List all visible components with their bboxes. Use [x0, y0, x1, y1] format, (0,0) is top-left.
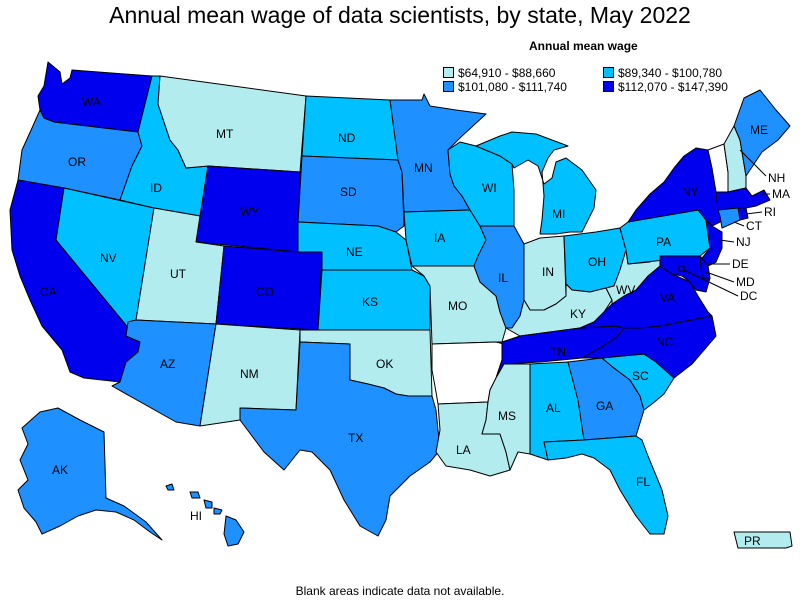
state-CT[interactable]: [717, 207, 741, 229]
label-NY: NY: [682, 185, 699, 199]
map-title: Annual mean wage of data scientists, by …: [109, 2, 691, 28]
label-RI: RI: [764, 205, 776, 219]
state-FL[interactable]: [543, 435, 669, 535]
label-WA: WA: [82, 95, 101, 109]
label-ME: ME: [750, 123, 768, 137]
legend-label-t1: $64,910 - $88,660: [458, 66, 556, 80]
label-LA: LA: [456, 443, 471, 457]
label-NE: NE: [346, 245, 363, 259]
state-AK[interactable]: [17, 407, 163, 541]
label-GA: GA: [596, 399, 613, 413]
state-DC[interactable]: [678, 265, 685, 272]
label-DC: DC: [740, 289, 758, 303]
label-MD: MD: [736, 275, 755, 289]
footnote: Blank areas indicate data not available.: [295, 584, 505, 598]
label-CA: CA: [40, 285, 57, 299]
label-FL: FL: [636, 475, 650, 489]
leader-line-CT: [733, 221, 745, 227]
state-PR[interactable]: [733, 531, 793, 549]
label-KS: KS: [362, 295, 378, 309]
label-NV: NV: [100, 251, 117, 265]
legend-swatch-t1: [443, 67, 454, 78]
legend-swatch-t2: [603, 67, 614, 78]
label-IN: IN: [542, 265, 554, 279]
label-ND: ND: [338, 131, 356, 145]
label-TN: TN: [550, 345, 566, 359]
state-CO[interactable]: [215, 245, 323, 331]
legend-item-t1: $64,910 - $88,660: [443, 66, 555, 80]
label-VA: VA: [660, 291, 675, 305]
label-PA: PA: [656, 235, 671, 249]
label-IA: IA: [434, 231, 445, 245]
legend-label-t4: $112,070 - $147,390: [618, 80, 728, 94]
state-ND[interactable]: [301, 95, 399, 161]
label-KY: KY: [570, 307, 586, 321]
state-MD[interactable]: [659, 255, 711, 293]
state-VA[interactable]: [579, 265, 713, 329]
label-MN: MN: [414, 161, 433, 175]
label-IL: IL: [498, 271, 508, 285]
label-WY: WY: [240, 205, 259, 219]
label-CO: CO: [256, 285, 274, 299]
state-ME[interactable]: [733, 89, 791, 177]
label-OH: OH: [588, 255, 606, 269]
label-ID: ID: [150, 181, 162, 195]
leader-line-RI: [745, 211, 763, 215]
label-MI: MI: [552, 207, 565, 221]
label-OK: OK: [376, 357, 393, 371]
legend-item-t2: $89,340 - $100,780: [603, 66, 722, 80]
label-SD: SD: [340, 185, 357, 199]
label-SC: SC: [632, 369, 649, 383]
leader-line-DC: [683, 269, 739, 297]
label-MA: MA: [772, 187, 790, 201]
legend-swatch-t4: [603, 81, 614, 92]
legend-item-t4: $112,070 - $147,390: [603, 80, 728, 94]
legend-title: Annual mean wage: [529, 39, 638, 53]
legend-item-t3: $101,080 - $111,740: [443, 80, 567, 94]
label-NJ: NJ: [736, 235, 751, 249]
label-OR: OR: [68, 155, 86, 169]
label-UT: UT: [170, 267, 187, 281]
label-MT: MT: [216, 127, 234, 141]
label-WV: WV: [616, 283, 635, 297]
label-NM: NM: [240, 367, 259, 381]
label-DE: DE: [732, 257, 749, 271]
label-MS: MS: [498, 409, 516, 423]
legend-swatch-t3: [443, 81, 454, 92]
label-MO: MO: [448, 299, 467, 313]
leader-line-NH: [739, 149, 767, 177]
state-NC[interactable]: [581, 315, 717, 379]
label-PR: PR: [744, 534, 761, 548]
label-HI: HI: [190, 509, 202, 523]
legend-label-t3: $101,080 - $111,740: [458, 80, 567, 94]
label-NH: NH: [768, 171, 785, 185]
label-AL: AL: [546, 401, 561, 415]
label-WI: WI: [482, 181, 497, 195]
leader-line-MD: [705, 271, 735, 283]
label-CT: CT: [746, 219, 763, 233]
legend-label-t2: $89,340 - $100,780: [618, 66, 723, 80]
label-AZ: AZ: [160, 357, 175, 371]
label-NC: NC: [656, 335, 674, 349]
state-MI[interactable]: [475, 131, 597, 235]
state-AZ[interactable]: [111, 319, 217, 427]
state-TX[interactable]: [239, 341, 441, 537]
leader-line-NJ: [719, 239, 735, 243]
label-TX: TX: [348, 431, 363, 445]
state-HI[interactable]: [165, 483, 245, 547]
label-AK: AK: [52, 463, 68, 477]
